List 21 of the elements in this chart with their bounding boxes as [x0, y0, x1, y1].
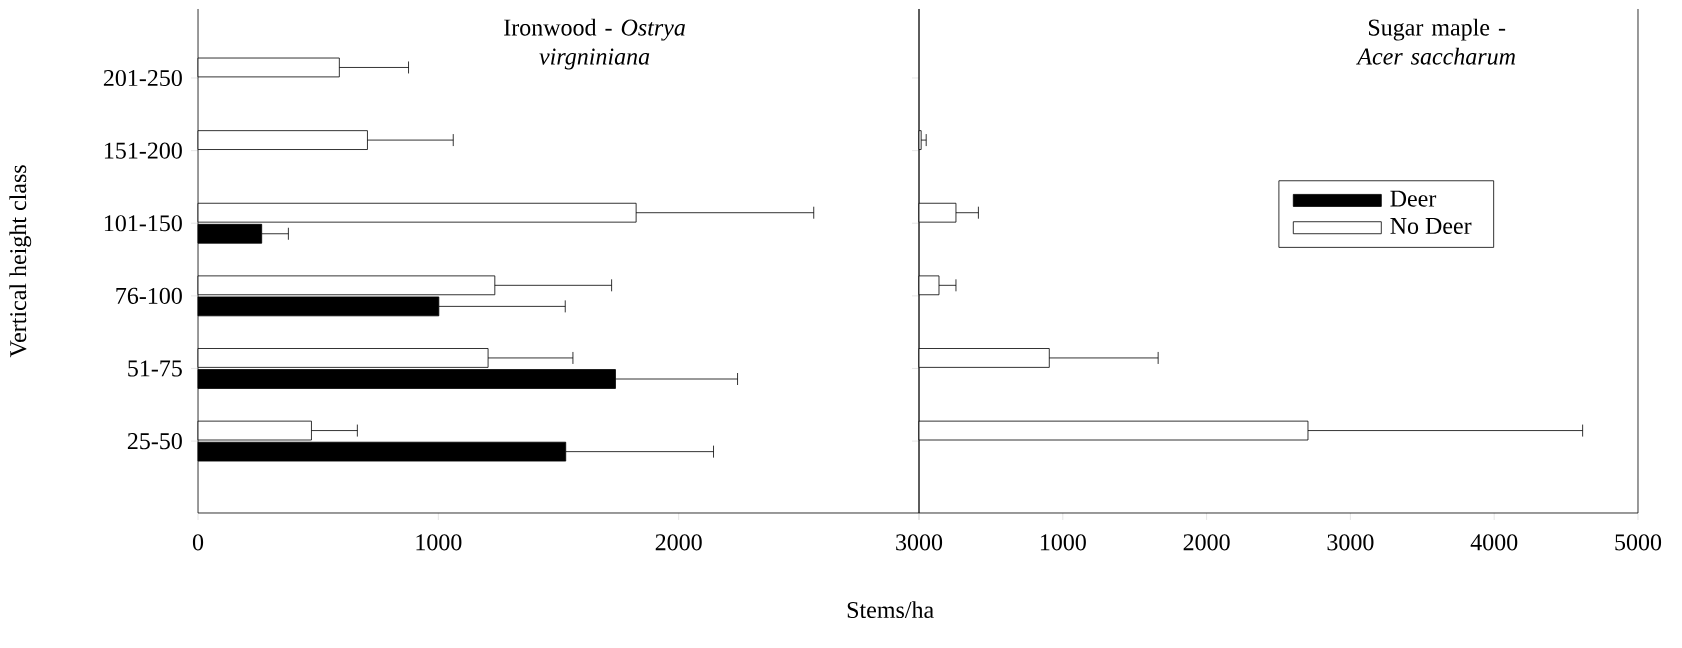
y-tick-label: 101-150: [104, 215, 182, 232]
y-tick-label: 76-100: [116, 287, 182, 304]
text: Ironwood - Ostrya virgniniana: [504, 18, 685, 70]
y-tick-label: 151-200: [104, 142, 182, 159]
x-tick-label: 1000: [1040, 534, 1086, 551]
x-axis-title: Stems/ha: [847, 601, 934, 619]
text: Sugar maple - Acer saccharum: [1356, 18, 1515, 65]
legend-label: No Deer: [1390, 218, 1472, 235]
y-tick-label: 51-75: [128, 360, 182, 377]
x-tick-label: 5000: [1615, 534, 1662, 551]
x-tick-label: 2000: [1183, 534, 1230, 551]
y-tick-label: 201-250: [103, 69, 182, 87]
legend-label: Deer: [1390, 190, 1437, 207]
x-tick-label: 1000: [416, 534, 462, 551]
x-tick-label: 3000: [896, 534, 943, 551]
y-tick-label: 25-50: [127, 433, 182, 450]
x-tick-label: 3000: [1327, 534, 1374, 551]
x-tick-label: 2000: [655, 534, 702, 551]
x-tick-label: 0: [192, 534, 204, 551]
x-tick-label: 4000: [1470, 534, 1518, 551]
y-axis-title: Vertical height class: [9, 165, 32, 358]
